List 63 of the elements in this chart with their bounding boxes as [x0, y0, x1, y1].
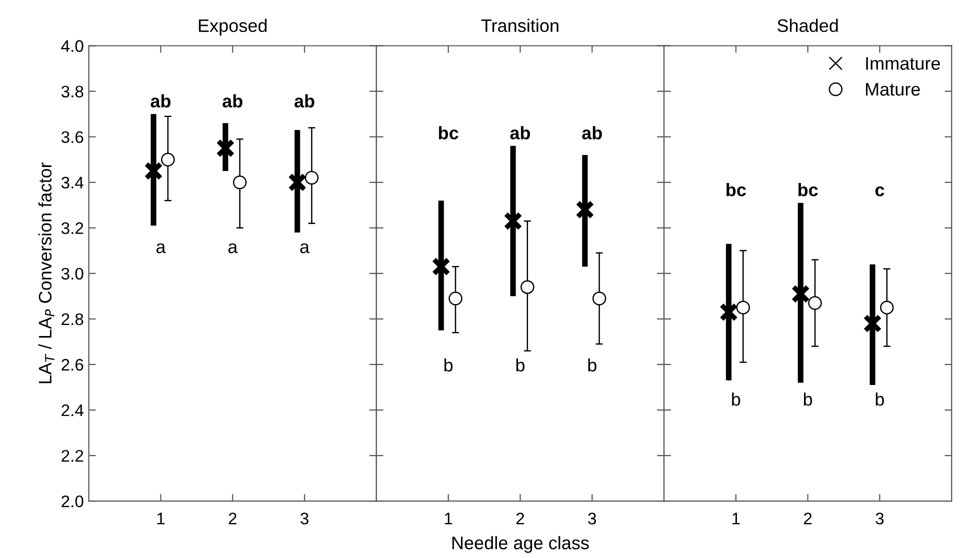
annotation: b [804, 392, 812, 406]
point [288, 172, 307, 192]
point [448, 292, 462, 306]
point [592, 292, 606, 306]
annotation: ab [294, 94, 314, 108]
y-axis-title: LA$_{T}$ / LA$_{P}$ Conversion factor [38, 162, 54, 384]
chart-title: Transition [481, 18, 558, 32]
annotation: bc [726, 183, 746, 196]
annotation: c [875, 186, 884, 196]
legend-label: Immature [866, 57, 940, 70]
point [736, 300, 750, 314]
annotation: a [228, 243, 238, 254]
y-tick-label: 2.4 [62, 404, 84, 416]
annotation: a [300, 243, 310, 254]
point [576, 200, 594, 220]
point [232, 175, 247, 190]
y-tick-label: 3.2 [61, 222, 84, 234]
point [144, 162, 163, 180]
x-tick-label: 2 [516, 512, 524, 524]
y-tick-label: 3.8 [61, 86, 84, 98]
chart-title: Exposed [198, 18, 267, 36]
point [863, 314, 882, 333]
point [304, 170, 319, 185]
point [161, 152, 175, 166]
annotation: ab [222, 94, 242, 108]
annotation: b [588, 358, 596, 372]
y-tick-label: 3.0 [61, 268, 84, 280]
y-tick-label: 2.6 [62, 358, 84, 371]
chart-title: Shaded [778, 18, 838, 32]
annotation: b [732, 392, 740, 406]
x-tick-label: 3 [588, 512, 596, 524]
x-tick-label: 1 [732, 512, 740, 524]
y-tick-label: 2.8 [62, 313, 84, 326]
point [504, 212, 522, 230]
y-tick-label: 3.4 [61, 176, 84, 189]
point [520, 280, 534, 294]
y-tick-label: 3.6 [61, 131, 84, 144]
annotation: a [156, 243, 166, 254]
x-tick-label: 1 [444, 512, 452, 524]
y-tick-label: 2.2 [62, 450, 84, 462]
annotation: ab [510, 126, 530, 140]
point [880, 300, 894, 314]
x-tick-label: 3 [300, 512, 308, 524]
annotation: ab [582, 126, 602, 140]
x-tick-label: 2 [804, 512, 812, 524]
x-tick-label: 3 [876, 512, 884, 524]
point [808, 296, 822, 310]
x-axis-title: Needle age class [452, 536, 589, 553]
annotation: bc [798, 183, 818, 196]
annotation: bc [438, 126, 458, 140]
point [719, 302, 738, 322]
annotation: b [876, 392, 884, 406]
y-tick-label: 4.0 [61, 40, 84, 52]
point [791, 284, 810, 304]
annotation: b [444, 358, 453, 372]
annotation: b [516, 358, 524, 372]
annotation: ab [150, 94, 171, 108]
legend-label: Mature [866, 83, 920, 96]
point [432, 257, 450, 276]
point [216, 138, 235, 158]
x-tick-label: 2 [228, 512, 236, 524]
x-tick-label: 1 [157, 512, 165, 524]
y-tick-label: 2.0 [62, 495, 84, 508]
